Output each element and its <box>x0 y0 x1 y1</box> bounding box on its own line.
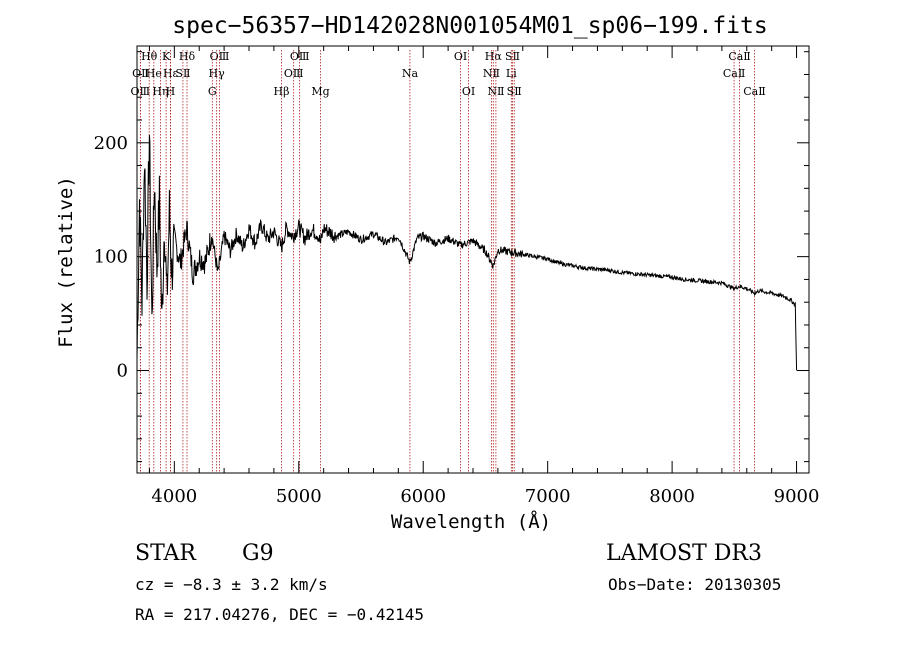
marker-label: SⅡ <box>175 67 190 80</box>
redshift-cz: cz = −8.3 ± 3.2 km/s <box>135 575 328 594</box>
marker-label: Li <box>506 67 517 80</box>
marker-label: Hγ <box>209 67 226 80</box>
marker-label: Hε <box>163 67 179 80</box>
marker-label: NⅡ <box>487 85 504 98</box>
marker-label: Hα <box>485 50 503 63</box>
x-axis-label: Wavelength (Å) <box>391 510 551 533</box>
marker-label: Mg <box>311 85 329 98</box>
marker-label: OⅢ <box>210 50 230 63</box>
x-tick-label: 5000 <box>276 486 322 507</box>
obs-date: Obs−Date: 20130305 <box>608 575 781 594</box>
y-tick-label: 0 <box>117 361 128 382</box>
marker-label: Hθ <box>141 50 158 63</box>
marker-label: OⅠ <box>462 85 475 98</box>
marker-label: OⅢ <box>131 85 151 98</box>
y-tick-label: 100 <box>94 247 128 268</box>
marker-label: CaⅡ <box>728 50 750 63</box>
marker-label: SⅡ <box>507 85 522 98</box>
object-subclass: G9 <box>242 541 274 566</box>
x-tick-label: 6000 <box>400 486 446 507</box>
marker-label: G <box>208 85 217 98</box>
marker-label: NⅡ <box>483 67 500 80</box>
y-axis-label: Flux (relative) <box>55 176 77 348</box>
marker-label: OⅢ <box>284 67 304 80</box>
spectrum-line <box>136 134 798 371</box>
x-tick-label: 8000 <box>649 486 695 507</box>
marker-label: Hβ <box>274 85 290 98</box>
ra-dec: RA = 217.04276, DEC = −0.42145 <box>135 605 424 624</box>
x-tick-label: 7000 <box>525 486 571 507</box>
marker-label: SⅡ <box>505 50 520 63</box>
x-tick-label: 9000 <box>774 486 820 507</box>
marker-label: Hη <box>152 85 168 98</box>
marker-label: OⅢ <box>290 50 310 63</box>
marker-label: K <box>162 50 171 63</box>
marker-label: CaⅡ <box>723 67 745 80</box>
chart-title: spec−56357−HD142028N001054M01_sp06−199.f… <box>172 13 767 39</box>
marker-label: OⅡ <box>132 67 149 80</box>
axis-ticks: 4000 5000 6000 7000 8000 9000 0 100 200 <box>94 46 820 507</box>
marker-label: H <box>166 85 176 98</box>
marker-label: Hδ <box>179 50 196 63</box>
marker-label: Na <box>402 67 419 80</box>
x-tick-label: 4000 <box>151 486 197 507</box>
line-markers: OⅡ OⅢ Hθ He Hη K Hε H Hδ SⅡ OⅢ Hγ G Hβ OⅢ OⅢ Mg Na OⅠ OⅠ Hα N… <box>131 50 766 473</box>
marker-label: CaⅡ <box>743 85 765 98</box>
marker-label: He <box>146 67 162 80</box>
survey-name: LAMOST DR3 <box>606 541 762 566</box>
object-class: STAR <box>135 541 197 566</box>
marker-label: OⅠ <box>454 50 467 63</box>
y-tick-label: 200 <box>94 133 128 154</box>
plot-frame <box>136 45 810 474</box>
